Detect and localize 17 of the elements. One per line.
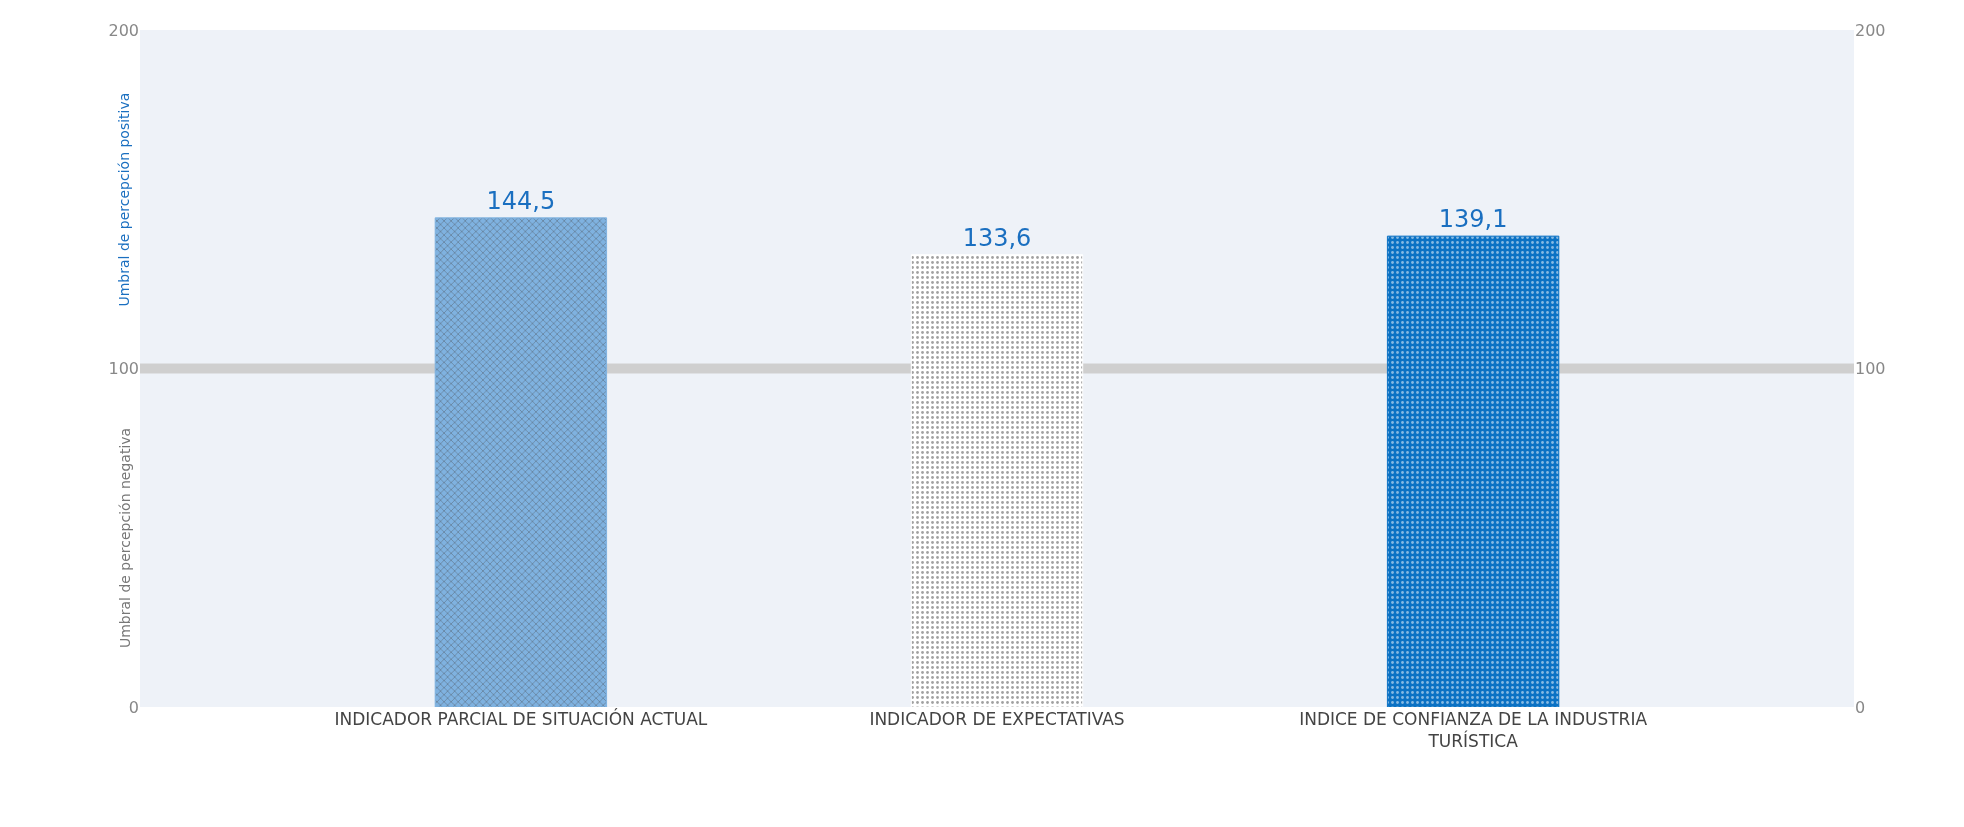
data-label: 144,5 xyxy=(486,186,556,215)
text: Umbral de percepción positiva xyxy=(116,92,133,307)
x-tick-label: INDICE DE CONFIANZA DE LA INDUSTRIA TURÍSTICA xyxy=(1299,709,1648,752)
y-tick-label: 0 xyxy=(128,697,139,717)
y2-tick-label: 200 xyxy=(1855,20,1886,40)
bar xyxy=(434,217,608,707)
y-tick-label: 200 xyxy=(108,20,139,40)
y2-tick-label: 0 xyxy=(1855,697,1866,717)
text: Umbral de percepción negativa xyxy=(116,427,133,649)
bar xyxy=(1386,235,1560,707)
data-label: 133,6 xyxy=(962,223,1032,252)
y-tick-label: 100 xyxy=(108,359,139,379)
x-tick-label: INDICADOR DE EXPECTATIVAS xyxy=(869,709,1125,729)
bar xyxy=(910,254,1084,707)
y2-tick-label: 100 xyxy=(1855,359,1886,379)
x-tick-label: INDICADOR PARCIAL DE SITUACIÓN ACTUAL xyxy=(334,708,708,729)
data-label: 139,1 xyxy=(1438,205,1508,234)
